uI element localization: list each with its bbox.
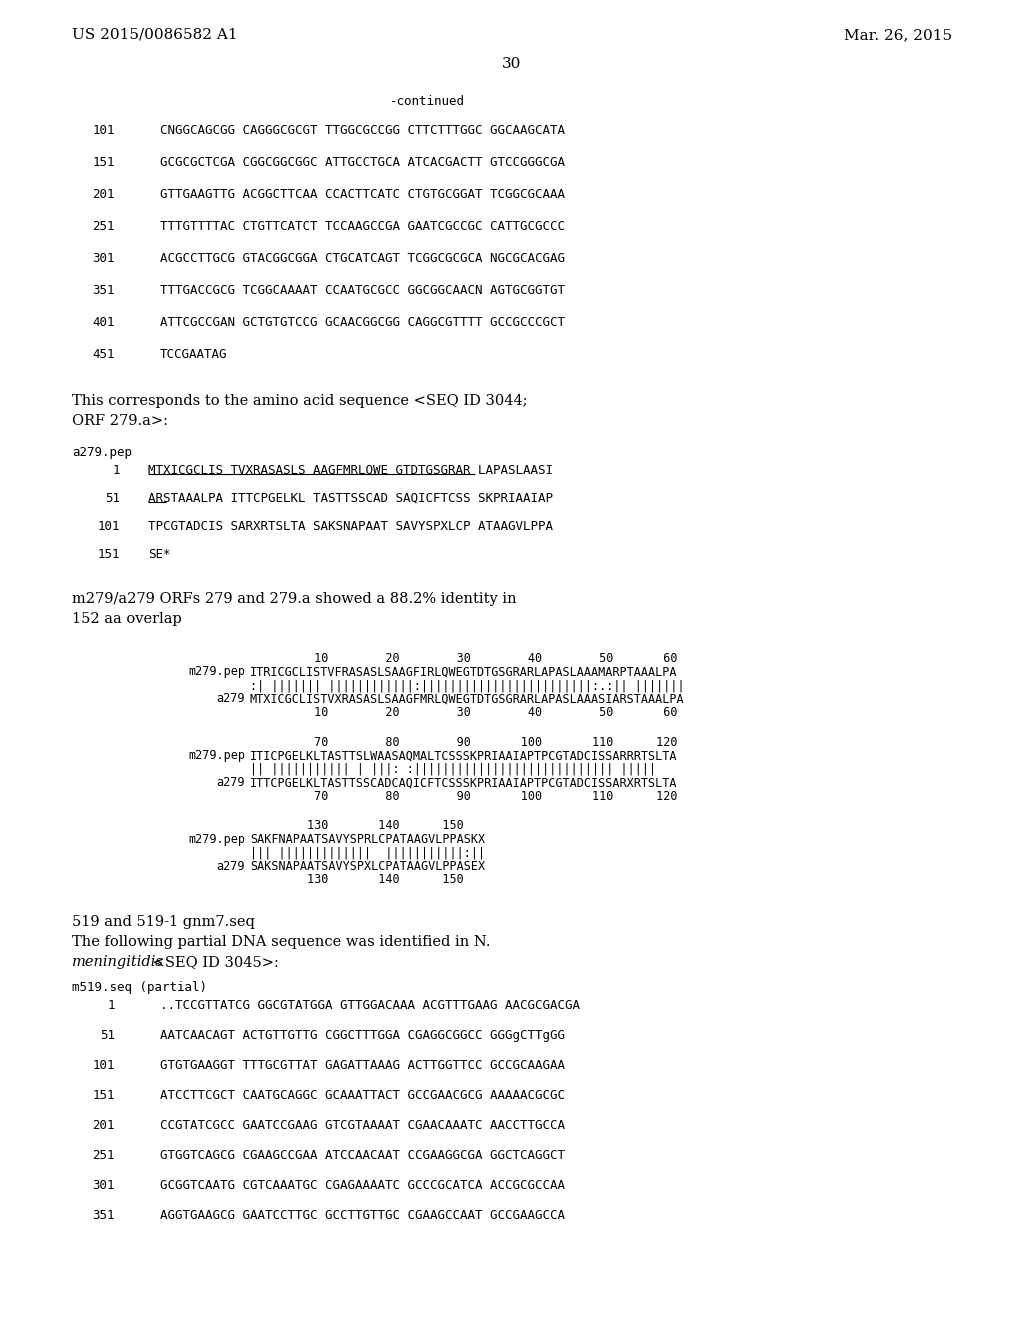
Text: GCGCGCTCGA CGGCGGCGGC ATTGCCTGCA ATCACGACTT GTCCGGGCGA: GCGCGCTCGA CGGCGGCGGC ATTGCCTGCA ATCACGA… bbox=[160, 156, 565, 169]
Text: The following partial DNA sequence was identified in N.: The following partial DNA sequence was i… bbox=[72, 935, 490, 949]
Text: Mar. 26, 2015: Mar. 26, 2015 bbox=[844, 28, 952, 42]
Text: 70        80        90       100       110      120: 70 80 90 100 110 120 bbox=[250, 789, 678, 803]
Text: ATTCGCCGAN GCTGTGTCCG GCAACGGCGG CAGGCGTTTT GCCGCCCGCT: ATTCGCCGAN GCTGTGTCCG GCAACGGCGG CAGGCGT… bbox=[160, 315, 565, 329]
Text: CCGTATCGCC GAATCCGAAG GTCGTAAAAT CGAACAAATC AACCTTGCCA: CCGTATCGCC GAATCCGAAG GTCGTAAAAT CGAACAA… bbox=[160, 1119, 565, 1133]
Text: US 2015/0086582 A1: US 2015/0086582 A1 bbox=[72, 28, 238, 42]
Text: SAKSNAPAATSAVYSPXLCPATAAGVLPPASEX: SAKSNAPAATSAVYSPXLCPATAAGVLPPASEX bbox=[250, 859, 485, 873]
Text: 151: 151 bbox=[97, 548, 120, 561]
Text: AGGTGAAGCG GAATCCTTGC GCCTTGTTGC CGAAGCCAAT GCCGAAGCCA: AGGTGAAGCG GAATCCTTGC GCCTTGTTGC CGAAGCC… bbox=[160, 1209, 565, 1222]
Text: 201: 201 bbox=[92, 187, 115, 201]
Text: m279.pep: m279.pep bbox=[188, 665, 245, 678]
Text: GCGGTCAATG CGTCAAATGC CGAGAAAATC GCCCGCATCA ACCGCGCCAA: GCGGTCAATG CGTCAAATGC CGAGAAAATC GCCCGCA… bbox=[160, 1179, 565, 1192]
Text: 130       140      150: 130 140 150 bbox=[250, 820, 464, 833]
Text: a279: a279 bbox=[216, 693, 245, 705]
Text: a279: a279 bbox=[216, 859, 245, 873]
Text: CNGGCAGCGG CAGGGCGCGT TTGGCGCCGG CTTCTTTGGC GGCAAGCATA: CNGGCAGCGG CAGGGCGCGT TTGGCGCCGG CTTCTTT… bbox=[160, 124, 565, 137]
Text: 51: 51 bbox=[105, 492, 120, 506]
Text: m279/a279 ORFs 279 and 279.a showed a 88.2% identity in: m279/a279 ORFs 279 and 279.a showed a 88… bbox=[72, 591, 517, 606]
Text: m519.seq (partial): m519.seq (partial) bbox=[72, 981, 207, 994]
Text: This corresponds to the amino acid sequence <SEQ ID 3044;: This corresponds to the amino acid seque… bbox=[72, 393, 527, 408]
Text: ..TCCGTTATCG GGCGTATGGA GTTGGACAAA ACGTTTGAAG AACGCGACGA: ..TCCGTTATCG GGCGTATGGA GTTGGACAAA ACGTT… bbox=[160, 999, 580, 1012]
Text: AATCAACAGT ACTGTTGTTG CGGCTTTGGA CGAGGCGGCC GGGgCTTgGG: AATCAACAGT ACTGTTGTTG CGGCTTTGGA CGAGGCG… bbox=[160, 1030, 565, 1041]
Text: MTXICGCLISTVXRASASLSAAGFMRLQWEGTDTGSGRARLAPASLAAASIARSTAAALPA: MTXICGCLISTVXRASASLSAAGFMRLQWEGTDTGSGRAR… bbox=[250, 693, 685, 705]
Text: ||| |||||||||||||  |||||||||||:||: ||| ||||||||||||| |||||||||||:|| bbox=[250, 846, 485, 859]
Text: 251: 251 bbox=[92, 1150, 115, 1162]
Text: -continued: -continued bbox=[390, 95, 465, 108]
Text: 10        20        30        40        50       60: 10 20 30 40 50 60 bbox=[250, 706, 678, 719]
Text: SE*: SE* bbox=[148, 548, 171, 561]
Text: 10        20        30        40        50       60: 10 20 30 40 50 60 bbox=[250, 652, 678, 665]
Text: 130       140      150: 130 140 150 bbox=[250, 874, 464, 887]
Text: GTGTGAAGGT TTTGCGTTAT GAGATTAAAG ACTTGGTTCC GCCGCAAGAA: GTGTGAAGGT TTTGCGTTAT GAGATTAAAG ACTTGGT… bbox=[160, 1059, 565, 1072]
Text: 519 and 519-1 gnm7.seq: 519 and 519-1 gnm7.seq bbox=[72, 915, 255, 929]
Text: 451: 451 bbox=[92, 348, 115, 360]
Text: 101: 101 bbox=[92, 1059, 115, 1072]
Text: 101: 101 bbox=[97, 520, 120, 533]
Text: meningitidis: meningitidis bbox=[72, 956, 164, 969]
Text: 301: 301 bbox=[92, 252, 115, 265]
Text: m279.pep: m279.pep bbox=[188, 833, 245, 846]
Text: TTTGACCGCG TCGGCAAAAT CCAATGCGCC GGCGGCAACN AGTGCGGTGT: TTTGACCGCG TCGGCAAAAT CCAATGCGCC GGCGGCA… bbox=[160, 284, 565, 297]
Text: ACGCCTTGCG GTACGGCGGA CTGCATCAGT TCGGCGCGCA NGCGCACGAG: ACGCCTTGCG GTACGGCGGA CTGCATCAGT TCGGCGC… bbox=[160, 252, 565, 265]
Text: ORF 279.a>:: ORF 279.a>: bbox=[72, 414, 168, 428]
Text: 201: 201 bbox=[92, 1119, 115, 1133]
Text: ARSTAAALPA ITTCPGELKL TASTTSSCAD SAQICFTCSS SKPRIAAIAP: ARSTAAALPA ITTCPGELKL TASTTSSCAD SAQICFT… bbox=[148, 492, 553, 506]
Text: 51: 51 bbox=[100, 1030, 115, 1041]
Text: 70        80        90       100       110      120: 70 80 90 100 110 120 bbox=[250, 735, 678, 748]
Text: 151: 151 bbox=[92, 1089, 115, 1102]
Text: 351: 351 bbox=[92, 284, 115, 297]
Text: 301: 301 bbox=[92, 1179, 115, 1192]
Text: ITICPGELKLTASTTSLWAASAQMALTCSSSKPRIAAIAPTPCGTADCISSARRRTSLTA: ITICPGELKLTASTTSLWAASAQMALTCSSSKPRIAAIAP… bbox=[250, 750, 678, 762]
Text: 351: 351 bbox=[92, 1209, 115, 1222]
Text: a279: a279 bbox=[216, 776, 245, 789]
Text: GTTGAAGTTG ACGGCTTCAA CCACTTCATC CTGTGCGGAT TCGGCGCAAA: GTTGAAGTTG ACGGCTTCAA CCACTTCATC CTGTGCG… bbox=[160, 187, 565, 201]
Text: 151: 151 bbox=[92, 156, 115, 169]
Text: TPCGTADCIS SARXRTSLTA SAKSNAPAAT SAVYSPXLCP ATAAGVLPPA: TPCGTADCIS SARXRTSLTA SAKSNAPAAT SAVYSPX… bbox=[148, 520, 553, 533]
Text: TTTGTTTTAC CTGTTCATCT TCCAAGCCGA GAATCGCCGC CATTGCGCCC: TTTGTTTTAC CTGTTCATCT TCCAAGCCGA GAATCGC… bbox=[160, 220, 565, 234]
Text: 401: 401 bbox=[92, 315, 115, 329]
Text: 101: 101 bbox=[92, 124, 115, 137]
Text: ATCCTTCGCT CAATGCAGGC GCAAATTACT GCCGAACGCG AAAAACGCGC: ATCCTTCGCT CAATGCAGGC GCAAATTACT GCCGAAC… bbox=[160, 1089, 565, 1102]
Text: :| ||||||| ||||||||||||:||||||||||||||||||||||||:.:|| |||||||: :| ||||||| ||||||||||||:||||||||||||||||… bbox=[250, 678, 685, 692]
Text: m279.pep: m279.pep bbox=[188, 750, 245, 762]
Text: GTGGTCAGCG CGAAGCCGAA ATCCAACAAT CCGAAGGCGA GGCTCAGGCT: GTGGTCAGCG CGAAGCCGAA ATCCAACAAT CCGAAGG… bbox=[160, 1150, 565, 1162]
Text: a279.pep: a279.pep bbox=[72, 446, 132, 459]
Text: 1: 1 bbox=[113, 465, 120, 477]
Text: 30: 30 bbox=[503, 57, 521, 71]
Text: || ||||||||||| | |||: :|||||||||||||||||||||||||||| |||||: || ||||||||||| | |||: :|||||||||||||||||… bbox=[250, 763, 656, 776]
Text: <SEQ ID 3045>:: <SEQ ID 3045>: bbox=[147, 956, 279, 969]
Text: MTXICGCLIS TVXRASASLS AAGFMRLQWE GTDTGSGRAR LAPASLAASI: MTXICGCLIS TVXRASASLS AAGFMRLQWE GTDTGSG… bbox=[148, 465, 553, 477]
Text: TCCGAATAG: TCCGAATAG bbox=[160, 348, 227, 360]
Text: 1: 1 bbox=[108, 999, 115, 1012]
Text: ITTCPGELKLTASTTSSCADCAQICFTCSSSKPRIAAIAPTPCGTADCISSARXRTSLTA: ITTCPGELKLTASTTSSCADCAQICFTCSSSKPRIAAIAP… bbox=[250, 776, 678, 789]
Text: ITRICGCLISTVFRASASLSAAGFIRLQWEGTDTGSGRARLAPASLAAAMARPTAAALPA: ITRICGCLISTVFRASASLSAAGFIRLQWEGTDTGSGRAR… bbox=[250, 665, 678, 678]
Text: SAKFNAPAATSAVYSPRLCPATAAGVLPPASKX: SAKFNAPAATSAVYSPRLCPATAAGVLPPASKX bbox=[250, 833, 485, 846]
Text: 152 aa overlap: 152 aa overlap bbox=[72, 612, 181, 626]
Text: 251: 251 bbox=[92, 220, 115, 234]
